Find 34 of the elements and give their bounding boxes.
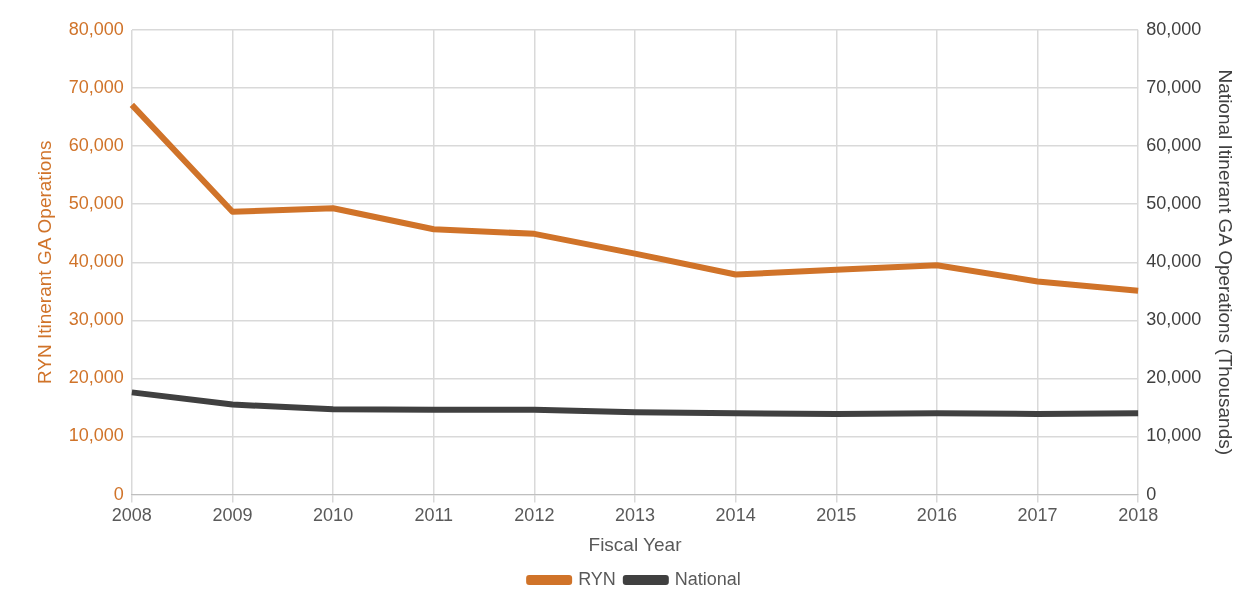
- y-tick-label: 20,000: [68, 367, 124, 388]
- y-tick-label: 80,000: [68, 18, 124, 39]
- x-axis-title: Fiscal Year: [588, 533, 683, 555]
- y2-axis-title: National Itinerant GA Operations (Thousands): [1215, 69, 1237, 456]
- y2-tick-label: 20,000: [1146, 367, 1202, 388]
- y-tick-label: 30,000: [68, 309, 124, 330]
- y2-tick-label: 10,000: [1146, 425, 1202, 446]
- x-tick-label: 2016: [916, 505, 957, 526]
- y2-tick-label: 80,000: [1146, 18, 1202, 39]
- y-tick-label: 50,000: [68, 193, 124, 214]
- y-tick-label: 70,000: [68, 77, 124, 98]
- y2-tick-label: 0: [1146, 483, 1157, 504]
- y2-tick-label: 40,000: [1146, 251, 1202, 272]
- x-tick-label: 2009: [212, 505, 253, 526]
- y-tick-label: 0: [113, 483, 124, 504]
- x-tick-label: 2017: [1017, 505, 1058, 526]
- x-tick-label: 2008: [111, 505, 152, 526]
- y-tick-label: 40,000: [68, 251, 124, 272]
- x-tick-label: 2011: [414, 505, 454, 526]
- y-tick-label: 10,000: [68, 425, 124, 446]
- x-tick-label: 2014: [715, 505, 756, 526]
- y2-tick-label: 60,000: [1146, 135, 1202, 156]
- y2-tick-label: 70,000: [1146, 77, 1202, 98]
- x-tick-label: 2015: [816, 505, 857, 526]
- y-axis-title: RYN Itinerant GA Operations: [33, 140, 55, 385]
- legend-label: RYN: [578, 568, 616, 589]
- x-tick-label: 2010: [313, 505, 354, 526]
- x-tick-label: 2018: [1118, 505, 1159, 526]
- y-tick-label: 60,000: [68, 135, 124, 156]
- x-tick-label: 2013: [614, 505, 656, 526]
- y2-tick-label: 30,000: [1146, 309, 1202, 330]
- legend-label: National: [674, 568, 741, 589]
- x-tick-label: 2012: [514, 505, 555, 526]
- y2-tick-label: 50,000: [1146, 193, 1202, 214]
